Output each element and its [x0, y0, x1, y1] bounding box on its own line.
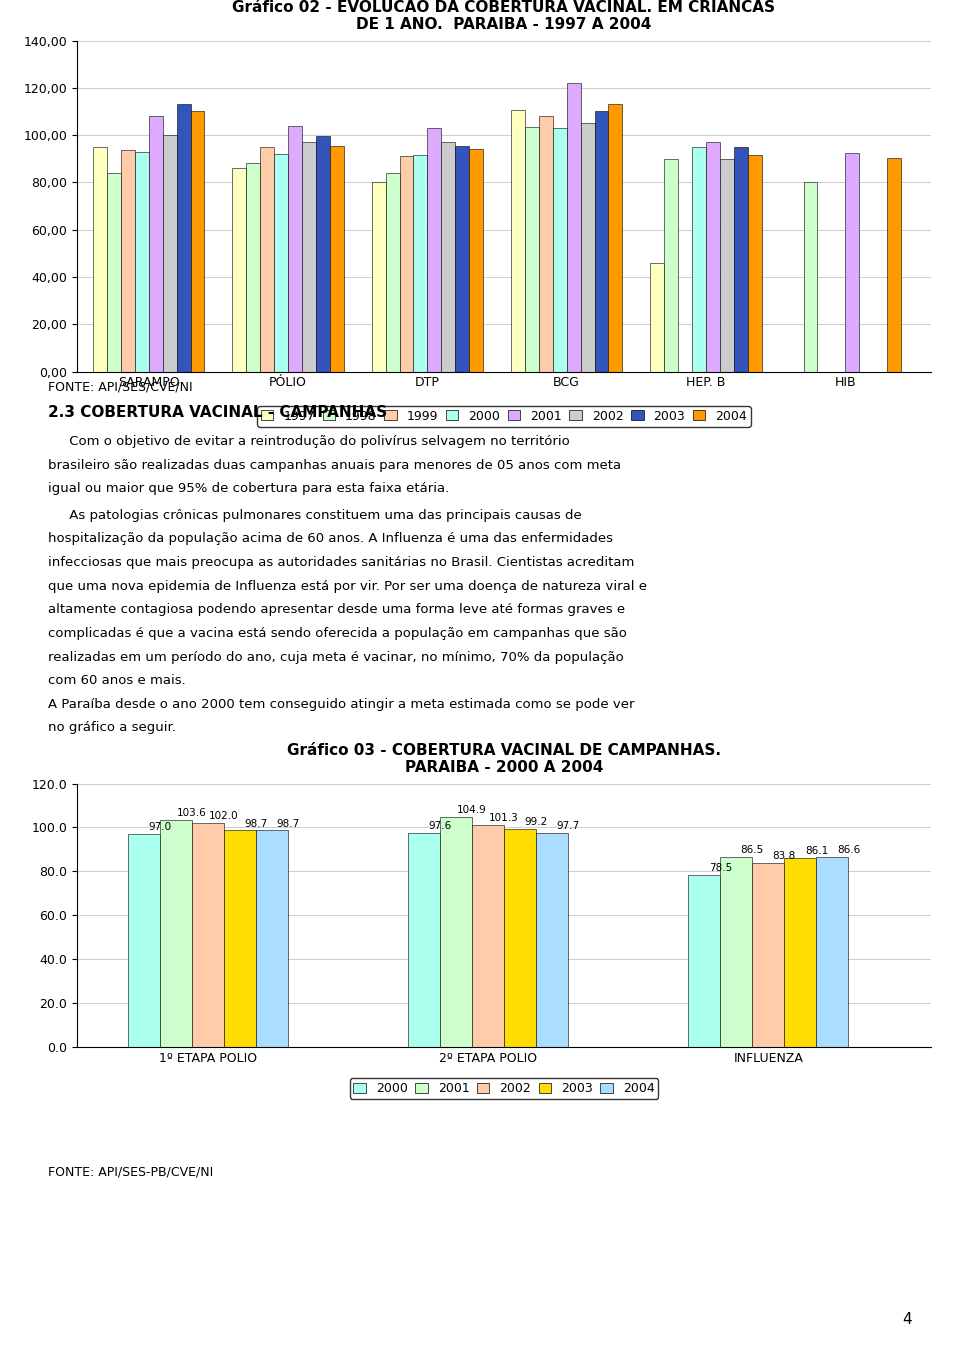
Bar — [706, 142, 720, 372]
Bar — [93, 147, 107, 372]
Text: 83.8: 83.8 — [773, 851, 796, 862]
Text: 2.3 COBERTURA VACINAL - CAMPANHAS: 2.3 COBERTURA VACINAL - CAMPANHAS — [48, 405, 387, 420]
Text: no gráfico a seguir.: no gráfico a seguir. — [48, 721, 176, 735]
Bar — [804, 182, 817, 372]
Bar — [386, 173, 399, 372]
Bar — [846, 153, 859, 372]
Text: realizadas em um período do ano, cuja meta é vacinar, no mínimo, 70% da populaçã: realizadas em um período do ano, cuja me… — [48, 650, 624, 663]
Text: 101.3: 101.3 — [490, 813, 518, 823]
Bar — [594, 112, 609, 372]
Text: brasileiro são realizadas duas campanhas anuais para menores de 05 anos com meta: brasileiro são realizadas duas campanhas… — [48, 458, 621, 471]
Bar — [427, 128, 442, 372]
Bar — [302, 142, 316, 372]
Bar — [525, 127, 539, 372]
Bar — [609, 104, 622, 372]
Text: FONTE: API/SES-PB/CVE/NI: FONTE: API/SES-PB/CVE/NI — [48, 1166, 213, 1179]
Text: As patologias crônicas pulmonares constituem uma das principais causas de: As patologias crônicas pulmonares consti… — [48, 508, 582, 521]
Bar — [469, 150, 483, 372]
Text: com 60 anos e mais.: com 60 anos e mais. — [48, 674, 185, 688]
Bar — [472, 824, 504, 1047]
Bar — [191, 112, 204, 372]
Bar — [553, 128, 566, 372]
Bar — [753, 863, 784, 1047]
Bar — [733, 147, 748, 372]
Bar — [128, 834, 159, 1047]
Bar — [232, 168, 247, 372]
Bar — [159, 820, 192, 1047]
Text: 98.7: 98.7 — [244, 819, 267, 828]
Bar — [247, 163, 260, 372]
Bar — [260, 147, 275, 372]
Bar — [372, 182, 386, 372]
Text: que uma nova epidemia de Influenza está por vir. Por ser uma doença de natureza : que uma nova epidemia de Influenza está … — [48, 580, 647, 593]
Bar — [650, 262, 664, 372]
Bar — [288, 126, 302, 372]
Text: 86.5: 86.5 — [741, 846, 764, 855]
Bar — [688, 874, 720, 1047]
Text: igual ou maior que 95% de cobertura para esta faixa etária.: igual ou maior que 95% de cobertura para… — [48, 482, 449, 496]
Text: hospitalização da população acima de 60 anos. A Influenza é uma das enfermidades: hospitalização da população acima de 60 … — [48, 532, 613, 546]
Bar — [149, 116, 162, 372]
Bar — [408, 832, 440, 1047]
Bar — [275, 154, 288, 372]
Bar — [784, 858, 816, 1047]
Bar — [511, 111, 525, 372]
Text: 97.0: 97.0 — [148, 823, 171, 832]
Bar — [162, 135, 177, 372]
Bar — [664, 159, 678, 372]
Text: 104.9: 104.9 — [457, 805, 487, 815]
Text: 86.1: 86.1 — [804, 846, 828, 857]
Text: FONTE: API/SES/CVE/NI: FONTE: API/SES/CVE/NI — [48, 381, 193, 394]
Text: 86.6: 86.6 — [837, 846, 860, 855]
Bar — [107, 173, 121, 372]
Bar — [581, 123, 594, 372]
Bar — [177, 104, 191, 372]
Bar — [414, 155, 427, 372]
Bar — [192, 823, 224, 1047]
Text: 103.6: 103.6 — [177, 808, 206, 817]
Bar — [748, 155, 761, 372]
Bar — [442, 142, 455, 372]
Text: A Paraíba desde o ano 2000 tem conseguido atingir a meta estimada como se pode v: A Paraíba desde o ano 2000 tem conseguid… — [48, 697, 635, 711]
Bar — [121, 150, 134, 372]
Bar — [720, 857, 753, 1047]
Legend: 1997, 1998, 1999, 2000, 2001, 2002, 2003, 2004: 1997, 1998, 1999, 2000, 2001, 2002, 2003… — [257, 407, 751, 427]
Legend: 2000, 2001, 2002, 2003, 2004: 2000, 2001, 2002, 2003, 2004 — [349, 1078, 659, 1098]
Text: complicadas é que a vacina está sendo oferecida a população em campanhas que são: complicadas é que a vacina está sendo of… — [48, 627, 627, 640]
Bar — [316, 136, 330, 372]
Bar — [887, 158, 901, 372]
Bar — [399, 157, 414, 372]
Title: Gráfico 03 - COBERTURA VACINAL DE CAMPANHAS.
PARAIBA - 2000 A 2004: Gráfico 03 - COBERTURA VACINAL DE CAMPAN… — [287, 743, 721, 775]
Title: Gráfico 02 - EVOLUCÃO DA COBERTURA VACINAL. EM CRIANCAS
DE 1 ANO.  PARAIBA - 199: Gráfico 02 - EVOLUCÃO DA COBERTURA VACIN… — [232, 0, 776, 32]
Text: 97.7: 97.7 — [557, 821, 580, 831]
Bar — [224, 831, 255, 1047]
Bar — [134, 151, 149, 372]
Text: 102.0: 102.0 — [209, 812, 238, 821]
Bar — [720, 159, 733, 372]
Bar — [816, 857, 849, 1047]
Bar — [566, 84, 581, 372]
Bar — [455, 146, 469, 372]
Bar — [504, 830, 536, 1047]
Bar — [330, 146, 344, 372]
Text: infecciosas que mais preocupa as autoridades sanitárias no Brasil. Cientistas ac: infecciosas que mais preocupa as autorid… — [48, 555, 635, 569]
Text: 99.2: 99.2 — [524, 817, 547, 827]
Text: 4: 4 — [902, 1312, 912, 1327]
Text: 78.5: 78.5 — [708, 863, 732, 873]
Text: altamente contagiosa podendo apresentar desde uma forma leve até formas graves e: altamente contagiosa podendo apresentar … — [48, 603, 625, 616]
Text: Com o objetivo de evitar a reintrodução do polivírus selvagem no território: Com o objetivo de evitar a reintrodução … — [48, 435, 569, 449]
Bar — [255, 831, 288, 1047]
Bar — [536, 832, 568, 1047]
Text: 98.7: 98.7 — [276, 819, 300, 828]
Bar — [539, 116, 553, 372]
Text: 97.6: 97.6 — [428, 821, 451, 831]
Bar — [440, 817, 472, 1047]
Bar — [692, 147, 706, 372]
